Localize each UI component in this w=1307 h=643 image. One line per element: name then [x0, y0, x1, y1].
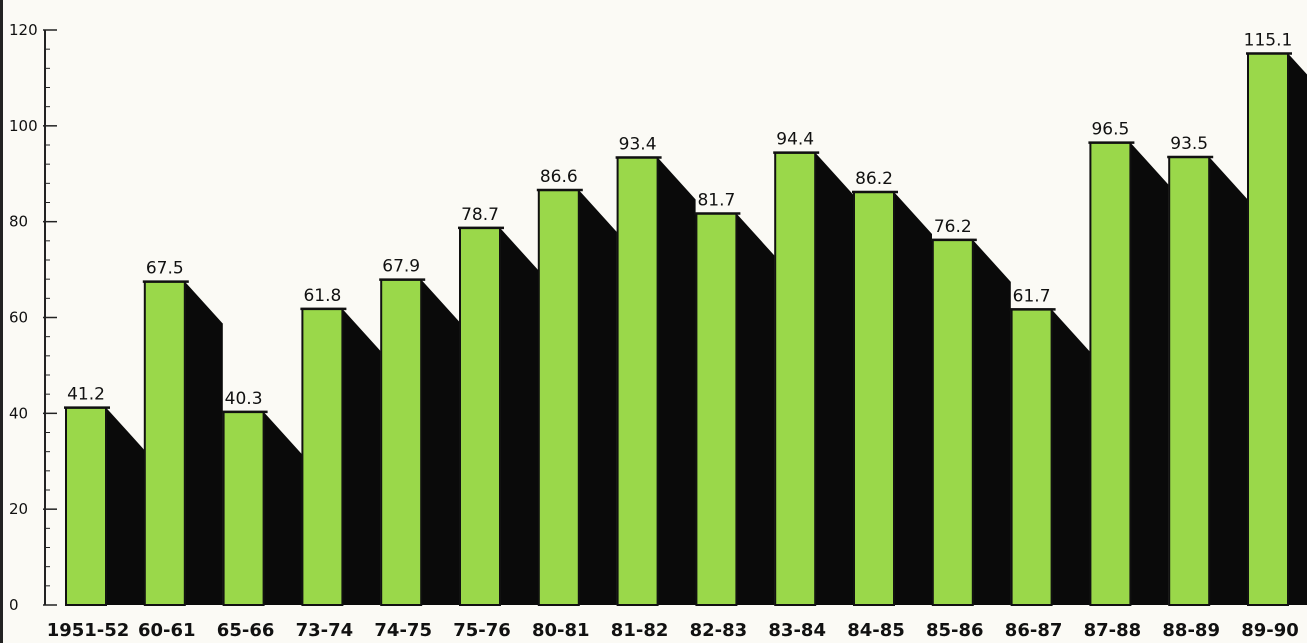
- data-label: 61.8: [303, 286, 341, 306]
- bar: [931, 238, 974, 606]
- bar-shadow: [106, 407, 144, 605]
- bar: [301, 307, 344, 606]
- bar-shadow: [1130, 142, 1169, 605]
- bar-shadow: [342, 308, 381, 605]
- bar: [222, 410, 265, 607]
- bar-shadow: [1288, 53, 1307, 605]
- data-label: 96.5: [1091, 120, 1129, 140]
- bar: [1089, 141, 1132, 607]
- bar: [1247, 52, 1289, 606]
- data-label: 67.9: [382, 257, 420, 277]
- data-label: 86.2: [855, 169, 893, 189]
- x-tick-label: 84-85: [847, 620, 905, 641]
- x-tick-label: 83-84: [768, 620, 826, 641]
- x-tick-label: 74-75: [374, 620, 432, 641]
- data-label: 93.4: [619, 134, 657, 154]
- data-label: 81.7: [697, 191, 735, 211]
- y-tick-label: 20: [9, 500, 28, 518]
- bar: [65, 406, 107, 607]
- bar-shadow: [1051, 309, 1090, 605]
- x-tick-label: 60-61: [138, 620, 196, 641]
- bar: [774, 151, 817, 607]
- x-tick-label: 81-82: [611, 620, 669, 641]
- bar-shadow: [184, 281, 223, 605]
- x-tick-label: 88-89: [1162, 620, 1220, 641]
- bar: [695, 212, 738, 606]
- y-tick-label: 0: [9, 596, 19, 614]
- bar: [1168, 155, 1211, 607]
- data-label: 40.3: [225, 389, 263, 409]
- y-tick-label: 80: [9, 213, 28, 231]
- bar: [1010, 308, 1053, 606]
- bar-shadow: [736, 213, 775, 606]
- bar: [853, 190, 895, 606]
- y-tick-label: 40: [9, 404, 28, 422]
- y-tick-label: 60: [9, 309, 28, 327]
- x-tick-label: 75-76: [453, 620, 511, 641]
- bar: [459, 226, 501, 606]
- x-tick-label: 73-74: [296, 620, 354, 641]
- bar-chart: 0 20 40 60 80 100 120 41.2 1951-52 67.5 60-61 40.3 6…: [9, 21, 1307, 641]
- bar-shadow: [894, 191, 932, 606]
- bar-shadow: [421, 279, 460, 605]
- bar-shadow: [657, 157, 696, 606]
- x-tick-label: 80-81: [532, 620, 590, 641]
- bar-shadow: [263, 411, 302, 605]
- data-label: 93.5: [1170, 134, 1208, 154]
- x-tick-label: 86-87: [1005, 620, 1063, 641]
- bar: [380, 278, 423, 606]
- y-tick-label: 100: [9, 117, 38, 135]
- data-label: 61.7: [1013, 286, 1051, 306]
- x-tick-label: 87-88: [1084, 620, 1142, 641]
- data-label: 67.5: [146, 259, 184, 279]
- bar-shadow: [815, 152, 854, 605]
- x-tick-label: 82-83: [690, 620, 748, 641]
- data-label: 78.7: [461, 205, 499, 225]
- bar: [143, 280, 186, 606]
- x-tick-label: 89-90: [1241, 620, 1299, 641]
- shadow-group: [106, 53, 1307, 606]
- x-tick-label: 65-66: [217, 620, 275, 641]
- bar: [537, 189, 580, 607]
- data-label: 76.2: [934, 217, 972, 237]
- bar-shadow: [972, 239, 1011, 605]
- bar-shadow: [500, 227, 538, 606]
- bar-shadow: [578, 190, 617, 605]
- y-tick-label: 120: [9, 21, 38, 39]
- data-label: 115.1: [1244, 30, 1293, 50]
- bar-shadow: [1209, 156, 1248, 605]
- x-tick-label: 1951-52: [47, 620, 130, 641]
- data-label: 41.2: [67, 385, 105, 405]
- bar: [616, 156, 659, 606]
- data-label: 94.4: [776, 130, 814, 150]
- x-tick-label: 85-86: [926, 620, 984, 641]
- data-label: 86.6: [540, 167, 578, 187]
- bar-group: [64, 52, 1292, 607]
